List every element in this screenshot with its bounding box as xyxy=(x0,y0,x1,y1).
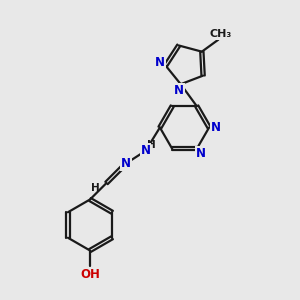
Text: N: N xyxy=(211,121,221,134)
Text: N: N xyxy=(154,56,165,69)
Text: CH₃: CH₃ xyxy=(210,29,232,39)
Text: OH: OH xyxy=(80,268,100,281)
Text: N: N xyxy=(174,84,184,97)
Text: N: N xyxy=(196,147,206,160)
Text: H: H xyxy=(91,183,100,194)
Text: H: H xyxy=(146,140,155,151)
Text: N: N xyxy=(140,144,151,158)
Text: N: N xyxy=(121,157,131,170)
